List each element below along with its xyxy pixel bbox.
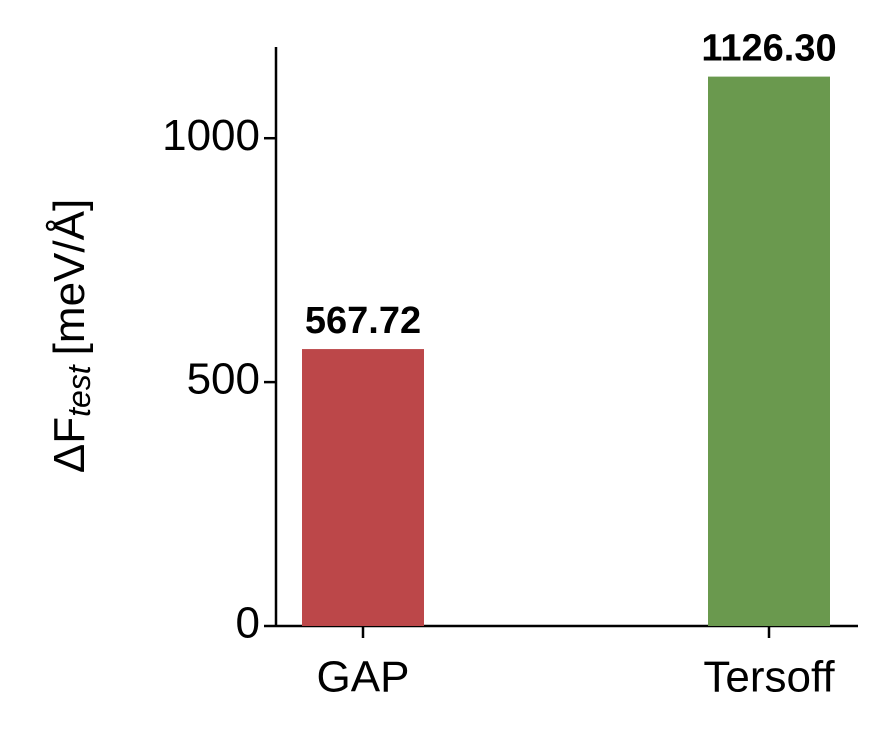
y-label-symbol: ΔF	[45, 417, 94, 473]
y-tick-label: 1000	[162, 111, 260, 160]
y-tick-label: 500	[187, 355, 260, 404]
y-label-subscript: test	[61, 364, 97, 417]
x-tick-label: Tersoff	[703, 653, 835, 702]
y-axis-label: ΔFtest [meV/Å]	[45, 199, 98, 473]
x-tick-label: GAP	[317, 653, 410, 702]
value-label: 567.72	[305, 300, 421, 342]
value-label: 1126.30	[701, 28, 836, 70]
bar	[302, 349, 424, 626]
bar	[708, 76, 830, 626]
y-tick-label: 0	[236, 599, 260, 648]
y-label-unit: [meV/Å]	[45, 199, 94, 356]
